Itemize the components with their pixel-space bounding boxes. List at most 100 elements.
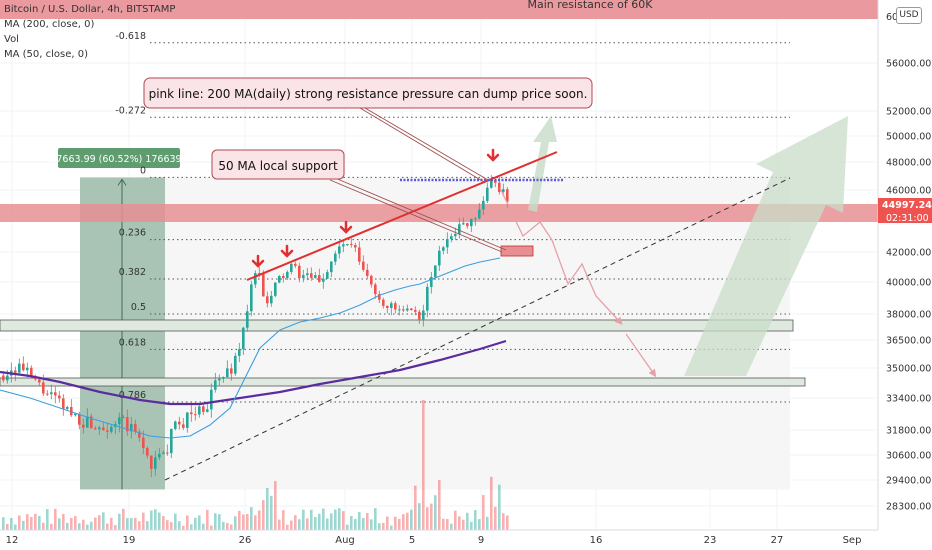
- candle-body: [414, 309, 417, 312]
- candle-body: [66, 406, 69, 409]
- fib-label: 0: [140, 165, 146, 176]
- volume-bar: [478, 519, 481, 530]
- candle-body: [190, 412, 193, 415]
- volume-bar: [178, 521, 181, 530]
- fib-label: -0.618: [115, 31, 146, 42]
- candle-body: [246, 311, 249, 328]
- price-tick-label: 38000.00: [886, 310, 931, 321]
- volume-bar: [502, 513, 505, 530]
- candle-body: [466, 223, 469, 227]
- fib-label: -0.272: [115, 105, 146, 116]
- rising-trendline: [164, 177, 791, 481]
- candle-body: [94, 428, 97, 430]
- volume-bar: [346, 524, 349, 530]
- volume-bar: [122, 508, 125, 530]
- currency-button[interactable]: USD: [896, 7, 922, 24]
- candle-body: [82, 424, 85, 428]
- candle-body: [410, 308, 413, 310]
- price-tick-label: 31800.00: [886, 426, 931, 437]
- volume-bar: [134, 517, 137, 530]
- candle-body: [122, 417, 125, 419]
- current-price-tag: [878, 198, 932, 211]
- volume-bar: [86, 524, 89, 530]
- volume-bar: [230, 524, 233, 530]
- candle-body: [422, 310, 425, 320]
- volume-bar: [446, 518, 449, 530]
- candle-body: [342, 244, 345, 247]
- candle-body: [402, 309, 405, 311]
- candle-body: [74, 413, 77, 416]
- volume-bar: [286, 524, 289, 530]
- volume-bar: [102, 512, 105, 530]
- candle-body: [106, 430, 109, 432]
- candle-body: [406, 308, 409, 311]
- volume-bar: [90, 521, 93, 530]
- volume-bar: [22, 520, 25, 530]
- ma50-target-box: [500, 245, 534, 257]
- volume-bar: [114, 525, 117, 530]
- candle-body: [130, 424, 133, 432]
- candle-body: [266, 296, 269, 304]
- time-tick-label: 19: [123, 535, 136, 546]
- volume-bar: [182, 525, 185, 530]
- candle-body: [482, 200, 485, 210]
- candle-body: [194, 414, 197, 416]
- time-tick-label: 5: [409, 535, 415, 546]
- candle-body: [138, 431, 141, 438]
- volume-bar: [38, 515, 41, 530]
- volume-bar: [350, 516, 353, 530]
- ma50-line: [0, 257, 501, 439]
- volume-bar: [34, 513, 37, 530]
- volume-bar: [454, 510, 457, 530]
- candle-body: [238, 349, 241, 356]
- candle-body: [474, 218, 477, 220]
- measure-label-bg: [58, 148, 180, 168]
- volume-bar: [202, 523, 205, 530]
- candle-body: [434, 265, 437, 278]
- candle-body: [198, 406, 201, 415]
- main-resistance-label: Main resistance of 60K: [528, 0, 654, 11]
- volume-bar: [382, 522, 385, 530]
- candle-body: [54, 392, 57, 396]
- candle-body: [170, 428, 173, 454]
- volume-bar: [498, 484, 501, 530]
- volume-bar: [154, 509, 157, 530]
- volume-bar: [326, 518, 329, 530]
- candle-body: [458, 224, 461, 234]
- candle-body: [394, 303, 397, 310]
- volume-bar: [318, 513, 321, 530]
- candle-body: [426, 286, 429, 311]
- candle-body: [374, 284, 377, 295]
- volume-bar: [342, 511, 345, 530]
- candle-body: [486, 187, 489, 201]
- volume-bar: [186, 515, 189, 530]
- bullish-projection-arrow: [684, 116, 848, 376]
- price-tick-label: 29400.00: [886, 476, 931, 487]
- countdown-label: 02:31:00: [886, 213, 929, 224]
- fib-label: 0.382: [119, 267, 146, 278]
- time-tick-label: Aug: [335, 535, 355, 546]
- candle-body: [318, 275, 321, 282]
- volume-bar: [18, 515, 21, 530]
- volume-bar: [490, 476, 493, 530]
- countdown-tag: [878, 211, 932, 223]
- candle-body: [206, 409, 209, 412]
- volume-bar: [98, 515, 101, 530]
- volume-bar: [486, 516, 489, 530]
- volume-bar: [306, 518, 309, 530]
- indicator-ma200: MA (200, close, 0): [4, 19, 95, 30]
- volume-bar: [218, 514, 221, 530]
- candle-body: [214, 380, 217, 390]
- price-tick-label: 36500.00: [886, 336, 931, 347]
- candle-body: [322, 278, 325, 282]
- price-tick-label: 52000.00: [886, 107, 931, 118]
- time-tick-label: 23: [704, 535, 717, 546]
- candle-body: [22, 363, 25, 371]
- candle-body: [306, 273, 309, 276]
- indicator-ma50: MA (50, close, 0): [4, 49, 89, 60]
- fib-label: 0.618: [119, 337, 146, 348]
- fib-label: 0.786: [119, 390, 146, 401]
- volume-bar: [70, 517, 73, 530]
- volume-bar: [362, 518, 365, 530]
